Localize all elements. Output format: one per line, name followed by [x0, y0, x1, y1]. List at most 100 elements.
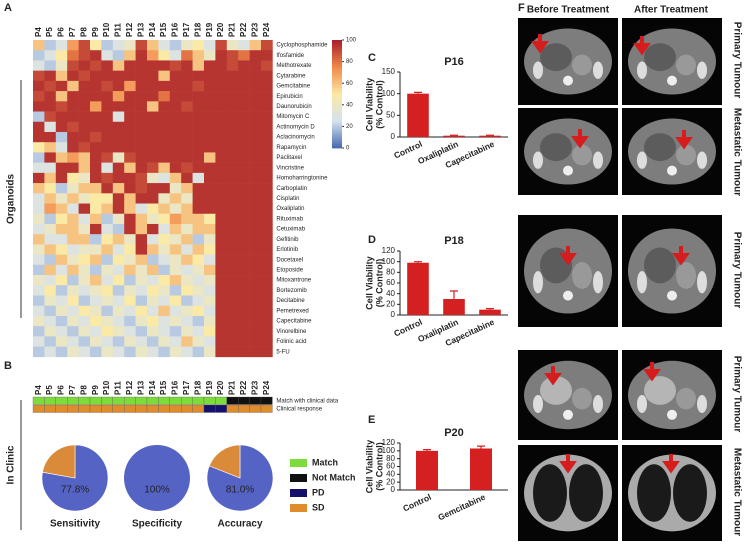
- heatmap-cell: [215, 203, 228, 215]
- colorbar-step: [332, 83, 342, 86]
- heatmap-cell: [147, 295, 159, 307]
- heatmap-cell: [169, 244, 182, 255]
- heatmap-cell: [192, 80, 205, 92]
- heatmap-cell: [44, 70, 57, 82]
- heatmap-cell: [226, 244, 239, 255]
- heatmap-cell: [124, 326, 136, 337]
- heatmap-cell: [226, 346, 239, 358]
- colorbar-step: [332, 61, 342, 65]
- column-label: P16: [171, 22, 180, 37]
- heatmap-cell: [135, 162, 148, 174]
- colorbar-step: [332, 91, 342, 95]
- heatmap-cell: [112, 121, 125, 133]
- heatmap-cell: [44, 326, 57, 337]
- heatmap-cell: [67, 305, 79, 317]
- heatmap-cell: [226, 80, 239, 92]
- heatmap-cell: [261, 346, 273, 358]
- heatmap-cell: [169, 80, 182, 92]
- heatmap-cell: [261, 152, 273, 163]
- heatmap-cell: [204, 111, 216, 123]
- heatmap-cell: [249, 183, 262, 194]
- heatmap-cell: [135, 80, 148, 92]
- heatmap-cell: [249, 50, 262, 61]
- colorbar-step: [332, 50, 342, 54]
- match-cell: [32, 396, 45, 405]
- group-label: In Clinic: [6, 445, 17, 484]
- response-cell: [249, 404, 262, 413]
- column-label: P20: [216, 380, 225, 395]
- heatmap-cell: [135, 50, 148, 61]
- heatmap-cell: [124, 70, 136, 82]
- heatmap-cell: [90, 40, 102, 51]
- heatmap-cell: [238, 70, 250, 82]
- heatmap-cell: [192, 346, 205, 358]
- heatmap-cell: [101, 60, 114, 71]
- error-bar: [414, 91, 422, 94]
- heatmap-cell: [67, 162, 79, 174]
- heatmap-cell: [124, 80, 136, 92]
- heatmap-cell: [33, 305, 45, 317]
- heatmap-cell: [78, 244, 91, 255]
- heatmap-cell: [78, 234, 91, 245]
- heatmap-cell: [158, 213, 171, 225]
- heatmap-cell: [238, 254, 250, 266]
- heatmap-cell: [238, 193, 250, 204]
- heatmap-cell: [112, 346, 125, 358]
- heatmap-cell: [44, 40, 57, 51]
- colorbar-step: [332, 72, 342, 75]
- y-tick-label: 50: [386, 110, 395, 119]
- ct-organ: [540, 376, 572, 405]
- ct-lung: [533, 464, 567, 522]
- colorbar-step: [332, 124, 342, 127]
- heatmap-cell: [192, 275, 205, 286]
- heatmap-cell: [112, 131, 125, 143]
- y-axis-label: (% Control): [374, 80, 384, 129]
- error-bar: [450, 290, 458, 299]
- y-tick-label: 100: [382, 257, 396, 266]
- heatmap-cell: [124, 111, 136, 123]
- heatmap-cell: [147, 101, 159, 112]
- heatmap-cell: [78, 203, 91, 215]
- ct-bone: [533, 61, 543, 79]
- heatmap-cell: [147, 285, 159, 296]
- heatmap-cell: [135, 326, 148, 337]
- column-label: P7: [68, 27, 77, 37]
- heatmap-cell: [261, 80, 273, 92]
- colorbar-step: [332, 42, 342, 45]
- heatmap-cell: [112, 264, 125, 276]
- y-axis-label: Cell Viability: [364, 78, 374, 131]
- heatmap-cell: [101, 172, 114, 184]
- heatmap-cell: [112, 70, 125, 82]
- row-label: Clinical response: [276, 407, 322, 413]
- heatmap-cell: [181, 254, 193, 266]
- colorbar-label: 100: [346, 38, 357, 44]
- heatmap-cell: [55, 346, 68, 358]
- heatmap-cell: [147, 193, 159, 204]
- heatmap-cell: [181, 244, 193, 255]
- heatmap-cell: [124, 244, 136, 255]
- heatmap-cell: [33, 131, 45, 143]
- heatmap-cell: [249, 346, 262, 358]
- response-cell: [67, 404, 79, 413]
- heatmap-cell: [44, 213, 57, 225]
- row-label: Carboplatin: [276, 186, 307, 192]
- heatmap-cell: [192, 142, 205, 153]
- ct-bone: [533, 395, 543, 413]
- ct-bone: [593, 151, 603, 169]
- heatmap-cell: [135, 70, 148, 82]
- row-label: Docetaxel: [276, 257, 303, 263]
- heatmap-cell: [124, 142, 136, 153]
- heatmap-cell: [249, 326, 262, 337]
- heatmap-cell: [181, 305, 193, 317]
- heatmap-cell: [135, 295, 148, 307]
- heatmap-cell: [112, 111, 125, 123]
- heatmap-cell: [158, 295, 171, 307]
- column-label: P22: [239, 380, 248, 395]
- heatmap-cell: [192, 121, 205, 133]
- heatmap-cell: [181, 336, 193, 347]
- heatmap-cell: [261, 172, 273, 184]
- match-cell: [135, 396, 148, 405]
- heatmap-cell: [67, 285, 79, 296]
- colorbar-step: [332, 63, 342, 67]
